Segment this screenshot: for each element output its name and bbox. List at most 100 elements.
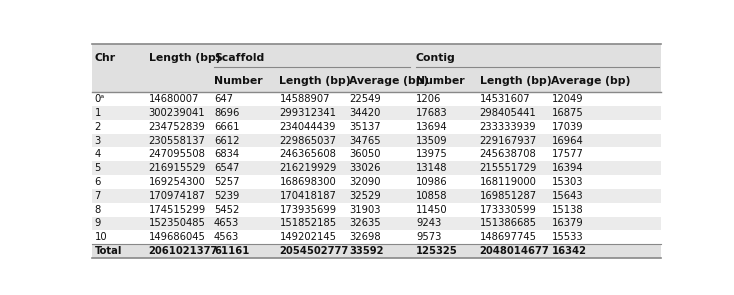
Text: 2061021377: 2061021377 <box>148 246 218 256</box>
Bar <box>92 134 661 148</box>
Text: 4653: 4653 <box>214 219 239 228</box>
Text: 173330599: 173330599 <box>480 205 537 215</box>
Text: 14531607: 14531607 <box>480 94 531 104</box>
Bar <box>92 71 661 92</box>
Text: 13694: 13694 <box>416 122 448 132</box>
Text: 245638708: 245638708 <box>480 149 537 159</box>
Text: 6547: 6547 <box>214 163 239 173</box>
Text: 0ᵃ: 0ᵃ <box>95 94 105 104</box>
Text: 10: 10 <box>95 232 107 242</box>
Text: 149202145: 149202145 <box>280 232 336 242</box>
Text: 9243: 9243 <box>416 219 441 228</box>
Text: 647: 647 <box>214 94 233 104</box>
Text: 8696: 8696 <box>214 108 239 118</box>
Text: 5452: 5452 <box>214 205 239 215</box>
Text: Contig: Contig <box>416 53 456 63</box>
Text: Total: Total <box>95 246 122 256</box>
Text: 3: 3 <box>95 135 101 145</box>
Text: Length (bp): Length (bp) <box>280 76 351 86</box>
Bar <box>92 230 661 244</box>
Text: 9573: 9573 <box>416 232 441 242</box>
Text: 5: 5 <box>95 163 101 173</box>
Text: 14680007: 14680007 <box>148 94 199 104</box>
Text: 32635: 32635 <box>349 219 381 228</box>
Text: Chr: Chr <box>95 53 116 63</box>
Text: 247095508: 247095508 <box>148 149 206 159</box>
Text: 6: 6 <box>95 177 101 187</box>
Text: 234752839: 234752839 <box>148 122 206 132</box>
Text: 22549: 22549 <box>349 94 381 104</box>
Text: Average (bp): Average (bp) <box>349 76 429 86</box>
Text: 216915529: 216915529 <box>148 163 206 173</box>
Text: 300239041: 300239041 <box>148 108 206 118</box>
Bar <box>92 203 661 217</box>
Text: 16342: 16342 <box>551 246 586 256</box>
Text: 33592: 33592 <box>349 246 384 256</box>
Text: 10986: 10986 <box>416 177 448 187</box>
Text: 17039: 17039 <box>551 122 583 132</box>
Text: 36050: 36050 <box>349 149 381 159</box>
Text: Length (bp): Length (bp) <box>480 76 551 86</box>
Text: 34765: 34765 <box>349 135 381 145</box>
Text: 31903: 31903 <box>349 205 381 215</box>
Text: 16964: 16964 <box>551 135 583 145</box>
Text: 234044439: 234044439 <box>280 122 336 132</box>
Text: 5257: 5257 <box>214 177 239 187</box>
Text: 8: 8 <box>95 205 101 215</box>
Text: 148697745: 148697745 <box>480 232 537 242</box>
Text: 33026: 33026 <box>349 163 381 173</box>
Text: 229865037: 229865037 <box>280 135 336 145</box>
Text: 246365608: 246365608 <box>280 149 336 159</box>
Bar <box>92 217 661 230</box>
Text: 173935699: 173935699 <box>280 205 337 215</box>
Text: 170418187: 170418187 <box>280 191 336 201</box>
Text: 6661: 6661 <box>214 122 239 132</box>
Text: 2048014677: 2048014677 <box>480 246 550 256</box>
Text: 12049: 12049 <box>551 94 583 104</box>
Text: 2054502777: 2054502777 <box>280 246 349 256</box>
Text: 32090: 32090 <box>349 177 381 187</box>
Bar <box>92 45 661 71</box>
Text: 169254300: 169254300 <box>148 177 206 187</box>
Text: 168119000: 168119000 <box>480 177 537 187</box>
Text: 125325: 125325 <box>416 246 458 256</box>
Text: 216219929: 216219929 <box>280 163 337 173</box>
Text: 149686045: 149686045 <box>148 232 206 242</box>
Text: 233333939: 233333939 <box>480 122 537 132</box>
Text: 35137: 35137 <box>349 122 381 132</box>
Text: 169851287: 169851287 <box>480 191 537 201</box>
Bar <box>92 189 661 203</box>
Text: 16875: 16875 <box>551 108 583 118</box>
Text: 1: 1 <box>95 108 101 118</box>
Bar <box>92 120 661 134</box>
Bar <box>92 161 661 175</box>
Text: 2: 2 <box>95 122 101 132</box>
Bar <box>92 92 661 106</box>
Text: 151852185: 151852185 <box>280 219 337 228</box>
Text: 298405441: 298405441 <box>480 108 537 118</box>
Text: 9: 9 <box>95 219 101 228</box>
Text: 151386685: 151386685 <box>480 219 537 228</box>
Text: Length (bp): Length (bp) <box>148 53 220 63</box>
Text: Average (bp): Average (bp) <box>551 76 631 86</box>
Text: 4563: 4563 <box>214 232 239 242</box>
Text: Number: Number <box>416 76 465 86</box>
Text: 13975: 13975 <box>416 149 448 159</box>
Text: Number: Number <box>214 76 263 86</box>
Text: 170974187: 170974187 <box>148 191 206 201</box>
Text: 32698: 32698 <box>349 232 381 242</box>
Text: 15138: 15138 <box>551 205 583 215</box>
Text: 10858: 10858 <box>416 191 448 201</box>
Text: 15643: 15643 <box>551 191 583 201</box>
Text: 13148: 13148 <box>416 163 448 173</box>
Text: 34420: 34420 <box>349 108 381 118</box>
Text: 174515299: 174515299 <box>148 205 206 215</box>
Text: 15533: 15533 <box>551 232 583 242</box>
Text: 16379: 16379 <box>551 219 583 228</box>
Text: 15303: 15303 <box>551 177 583 187</box>
Text: 230558137: 230558137 <box>148 135 206 145</box>
Text: 16394: 16394 <box>551 163 583 173</box>
Text: 13509: 13509 <box>416 135 448 145</box>
Text: 32529: 32529 <box>349 191 381 201</box>
Text: 215551729: 215551729 <box>480 163 537 173</box>
